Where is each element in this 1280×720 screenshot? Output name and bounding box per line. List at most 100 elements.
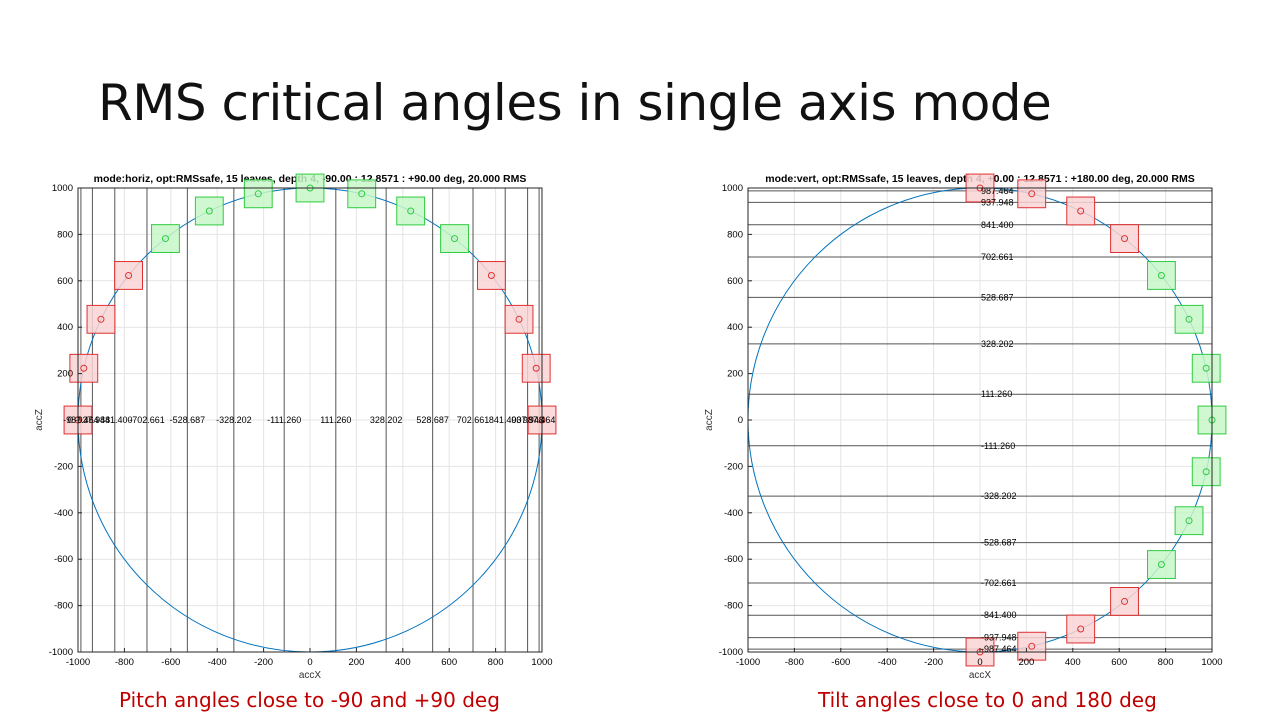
safe-region-box xyxy=(194,196,224,226)
threshold-label: -937.948 xyxy=(981,633,1017,643)
data-point xyxy=(515,315,523,323)
y-tick-label: 400 xyxy=(727,322,743,333)
x-tick-label: 400 xyxy=(395,657,411,668)
threshold-label: 528.687 xyxy=(416,415,449,425)
safe-region-box xyxy=(1174,304,1204,334)
data-point xyxy=(451,235,459,243)
safe-region-box xyxy=(347,179,377,209)
threshold-label: 111.260 xyxy=(320,415,351,425)
y-tick-label: -600 xyxy=(724,554,743,565)
data-point xyxy=(1077,207,1085,215)
data-point xyxy=(1028,190,1036,198)
threshold-label: -528.687 xyxy=(981,538,1017,548)
threshold-label: 937.948 xyxy=(511,415,544,425)
x-tick-label: 1000 xyxy=(1201,657,1222,668)
threshold-label: -987.464 xyxy=(981,644,1017,654)
data-point xyxy=(80,364,88,372)
data-point xyxy=(1121,235,1129,243)
critical-region-box xyxy=(504,304,534,334)
critical-region-box xyxy=(1066,614,1096,644)
data-point xyxy=(1185,517,1193,525)
data-point xyxy=(1202,364,1210,372)
y-tick-label: 0 xyxy=(68,415,73,426)
y-axis-label: accZ xyxy=(34,409,45,431)
threshold-label: -841.400 xyxy=(97,415,133,425)
safe-region-box xyxy=(396,196,426,226)
x-tick-label: -400 xyxy=(878,657,897,668)
y-tick-label: -200 xyxy=(724,461,743,472)
x-tick-label: 600 xyxy=(1111,657,1127,668)
data-point xyxy=(407,207,415,215)
y-tick-label: -400 xyxy=(54,508,73,519)
data-point xyxy=(487,271,495,279)
y-tick-label: 600 xyxy=(727,276,743,287)
y-tick-label: 0 xyxy=(738,415,743,426)
y-tick-label: -800 xyxy=(724,601,743,612)
x-tick-label: 800 xyxy=(488,657,504,668)
threshold-label: -702.661 xyxy=(981,578,1017,588)
x-tick-label: -800 xyxy=(115,657,134,668)
x-tick-label: 1000 xyxy=(531,657,552,668)
data-point xyxy=(1077,625,1085,633)
x-tick-label: -200 xyxy=(924,657,943,668)
y-tick-label: -800 xyxy=(54,601,73,612)
safe-region-box xyxy=(1174,506,1204,536)
y-tick-label: 200 xyxy=(727,369,743,380)
chart-tilt-vert: mode:vert, opt:RMSsafe, 15 leaves, depth… xyxy=(704,173,1227,680)
threshold-label: 328.202 xyxy=(370,415,403,425)
threshold-label: -328.202 xyxy=(981,491,1017,501)
x-tick-label: 200 xyxy=(1018,657,1034,668)
threshold-label: -111.260 xyxy=(981,441,1015,451)
y-tick-label: -1000 xyxy=(719,647,743,658)
safe-region-box xyxy=(1147,261,1176,290)
data-point xyxy=(1028,642,1036,650)
x-tick-label: -200 xyxy=(254,657,273,668)
y-tick-label: 200 xyxy=(57,369,73,380)
x-tick-label: -600 xyxy=(161,657,180,668)
data-point xyxy=(1121,597,1129,605)
threshold-label: 528.687 xyxy=(981,292,1014,302)
y-tick-label: 1000 xyxy=(722,183,743,194)
x-axis-label: accX xyxy=(299,670,322,680)
critical-region-box xyxy=(86,304,116,334)
y-tick-label: 400 xyxy=(57,322,73,333)
threshold-label: 987.464 xyxy=(981,186,1014,196)
safe-region-box xyxy=(440,224,469,253)
threshold-lines xyxy=(80,188,540,652)
grid xyxy=(747,187,1213,653)
safe-region-box xyxy=(151,224,180,253)
critical-region-box xyxy=(114,261,143,290)
x-tick-label: 800 xyxy=(1158,657,1174,668)
caption-pitch: Pitch angles close to -90 and +90 deg xyxy=(119,688,500,712)
threshold-label: 702.661 xyxy=(981,252,1014,262)
threshold-label: 841.400 xyxy=(981,220,1014,230)
data-point xyxy=(125,271,133,279)
x-tick-label: 0 xyxy=(977,657,982,668)
data-point xyxy=(1157,561,1165,569)
threshold-label: -702.661 xyxy=(129,415,165,425)
critical-region-box xyxy=(477,261,506,290)
y-tick-label: 1000 xyxy=(52,183,73,194)
y-axis-label: accZ xyxy=(704,409,715,431)
critical-region-box xyxy=(1110,224,1139,253)
threshold-label: 702.661 xyxy=(457,415,490,425)
safe-region-box xyxy=(1191,457,1221,487)
y-tick-label: -400 xyxy=(724,508,743,519)
x-tick-label: -600 xyxy=(831,657,850,668)
data-point xyxy=(97,315,105,323)
y-tick-label: 600 xyxy=(57,276,73,287)
threshold-label: 328.202 xyxy=(981,339,1014,349)
safe-region-box xyxy=(1191,353,1221,383)
threshold-label: 937.948 xyxy=(981,197,1014,207)
threshold-label: -937.948 xyxy=(75,415,111,425)
critical-region-box xyxy=(69,353,99,383)
critical-region-box xyxy=(1066,196,1096,226)
threshold-label: 111.260 xyxy=(981,389,1012,399)
critical-region-box xyxy=(1017,631,1047,661)
safe-region-box xyxy=(1147,550,1176,579)
threshold-label: -111.260 xyxy=(267,415,301,425)
data-point xyxy=(1157,271,1165,279)
data-point xyxy=(1185,315,1193,323)
threshold-label: 987.464 xyxy=(523,415,556,425)
threshold-label: -528.687 xyxy=(170,415,206,425)
